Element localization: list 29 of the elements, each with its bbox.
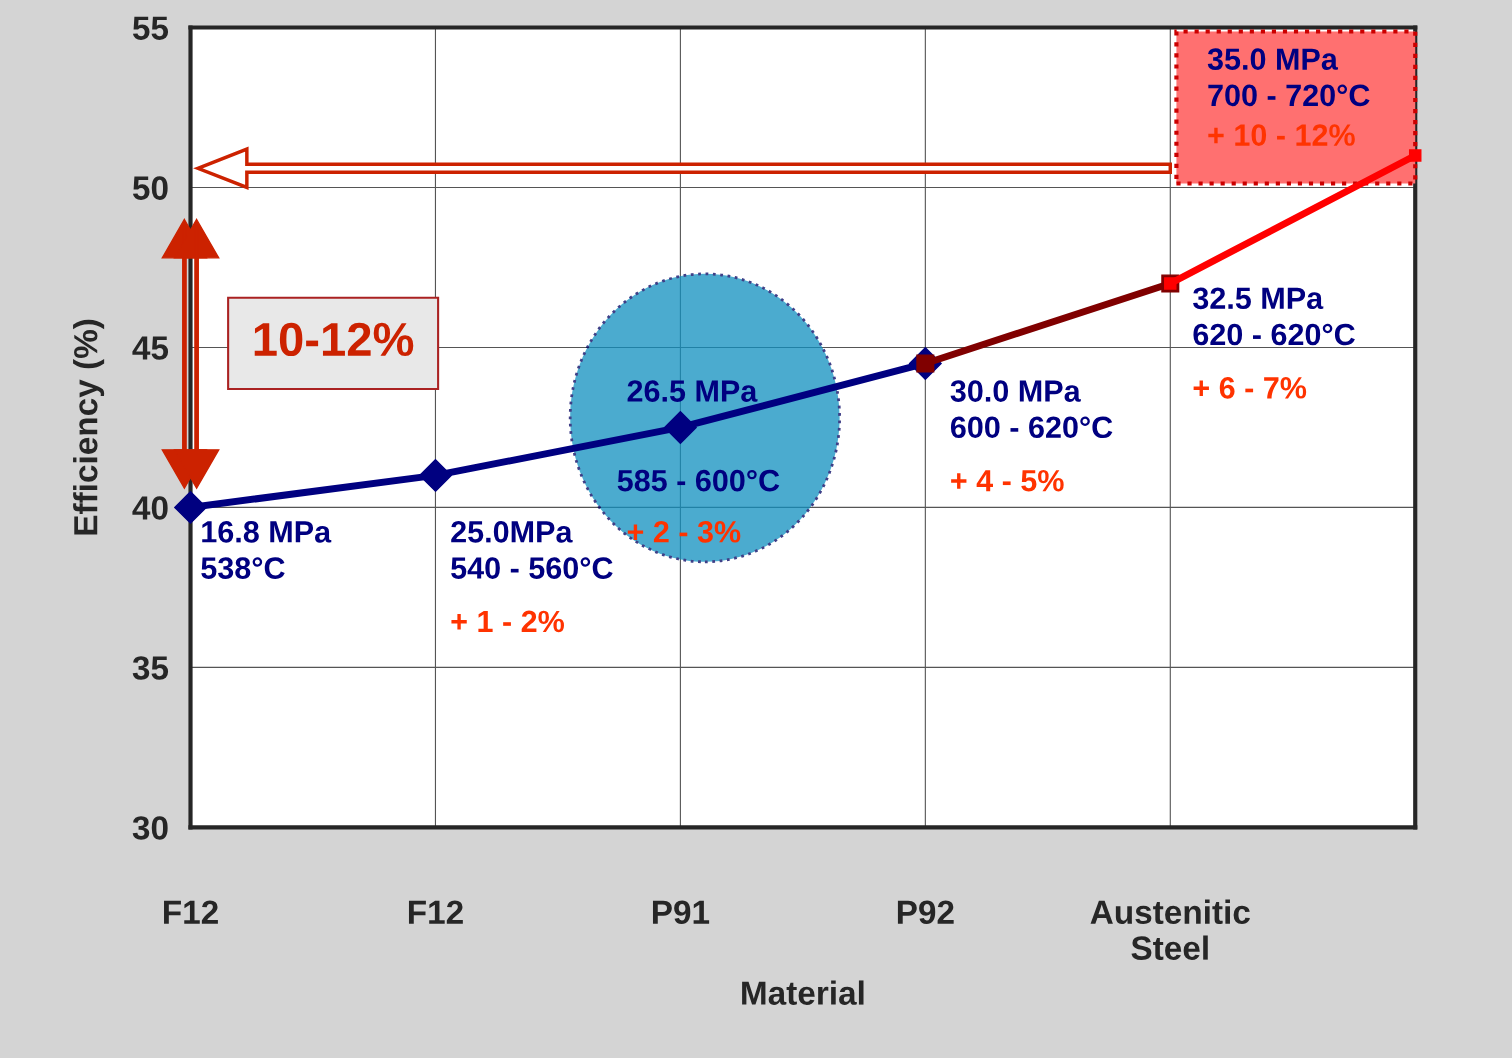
x-tick-label: F12 — [164, 900, 218, 924]
annotation: 35.0 MPa 700 - 720°C — [1207, 48, 1370, 107]
x-tick-label: P91 — [652, 900, 710, 925]
annotation: + 10 - 12% — [1208, 124, 1355, 146]
point — [1408, 149, 1422, 162]
y-tick-label: 55 — [132, 16, 169, 40]
x-tick-label: P92 — [897, 900, 954, 925]
annotation: + 1 - 2% — [451, 610, 564, 633]
y-axis-title: Efficiency (%) — [73, 319, 105, 535]
annotation: 585 - 600°C — [617, 469, 780, 492]
annotation: + 4 - 5% — [951, 469, 1064, 492]
x-axis-title: Material — [742, 980, 864, 1005]
y-tick-label: 30 — [132, 816, 168, 840]
annotation: 30.0 MPa 600 - 620°C — [950, 380, 1113, 439]
annotation: 32.5 MPa 620 - 620°C — [1193, 287, 1355, 346]
annotation: + 2 - 3% — [627, 521, 741, 543]
annotation: 25.0MPa 540 - 560°C — [451, 521, 613, 579]
annotation: 26.5 MPa — [627, 380, 758, 402]
y-tick-label: 35 — [132, 656, 169, 680]
point — [419, 459, 452, 492]
annotation: + 6 - 7% — [1193, 377, 1307, 399]
x-tick-label: Austenitic Steel — [1090, 899, 1250, 960]
point — [663, 411, 697, 444]
x-tick-label: F12 — [408, 900, 463, 924]
y-tick-label: 40 — [132, 496, 168, 520]
annotation: 10-12% — [254, 322, 414, 357]
y-tick-label: 45 — [132, 336, 169, 360]
y-tick-label: 50 — [132, 176, 168, 200]
annotation: 16.8 MPa 538°C — [201, 521, 332, 579]
